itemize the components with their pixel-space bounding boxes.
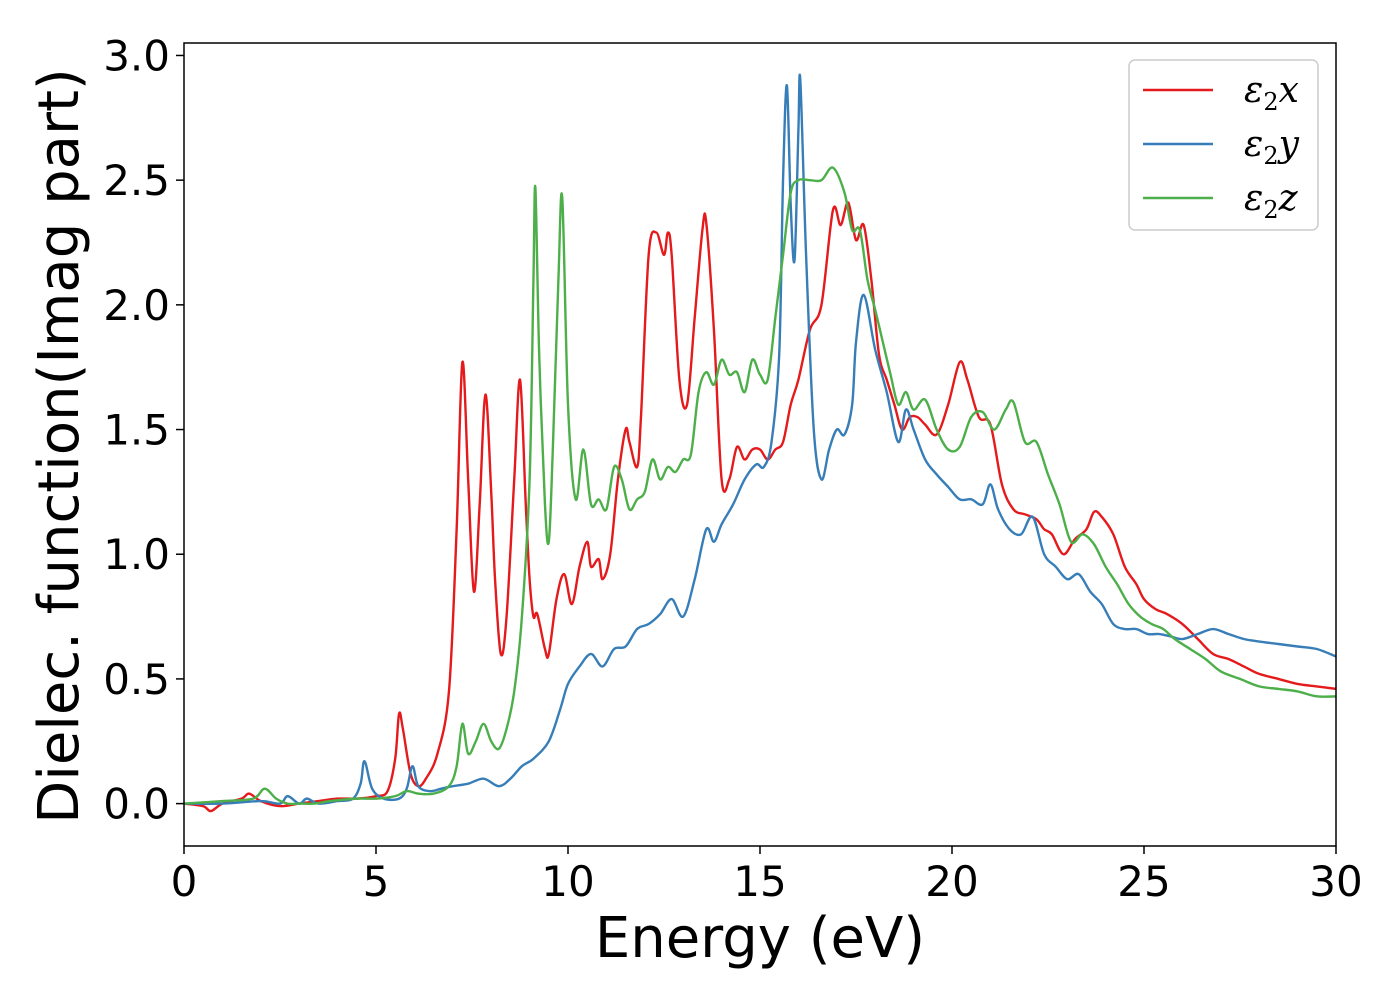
series-line-z bbox=[184, 166, 1336, 806]
series-layer bbox=[184, 73, 1336, 813]
x-tick-label: 15 bbox=[733, 857, 786, 906]
y-tick-label: 0.5 bbox=[103, 655, 170, 704]
x-tick-label: 10 bbox=[541, 857, 594, 906]
series-line-y bbox=[184, 73, 1336, 805]
y-tick-label: 2.0 bbox=[103, 281, 170, 330]
legend: ε2x ε2y ε2z bbox=[1128, 59, 1319, 231]
y-tick-label: 1.0 bbox=[103, 530, 170, 579]
y-tick-label: 3.0 bbox=[103, 31, 170, 80]
legend-label-y: ε2y bbox=[1244, 124, 1300, 170]
x-tick-label: 20 bbox=[925, 857, 978, 906]
y-axis-label: Dielec. function(Imag part) bbox=[27, 68, 92, 824]
x-tick-label: 25 bbox=[1117, 857, 1170, 906]
y-axis: 0.0 0.5 1.0 1.5 2.0 2.5 3.0 bbox=[103, 31, 184, 829]
x-tick-label: 30 bbox=[1309, 857, 1362, 906]
y-tick-label: 0.0 bbox=[103, 780, 170, 829]
x-tick-label: 5 bbox=[363, 857, 390, 906]
x-axis: 0 5 10 15 20 25 30 bbox=[171, 846, 1363, 906]
x-tick-label: 0 bbox=[171, 857, 198, 906]
legend-label-z: ε2z bbox=[1244, 178, 1299, 224]
y-tick-label: 1.5 bbox=[103, 406, 170, 455]
y-tick-label: 2.5 bbox=[103, 156, 170, 205]
x-axis-label: Energy (eV) bbox=[595, 906, 925, 971]
series-line-x bbox=[184, 201, 1336, 813]
legend-box bbox=[1128, 59, 1319, 231]
legend-label-x: ε2x bbox=[1244, 70, 1299, 116]
